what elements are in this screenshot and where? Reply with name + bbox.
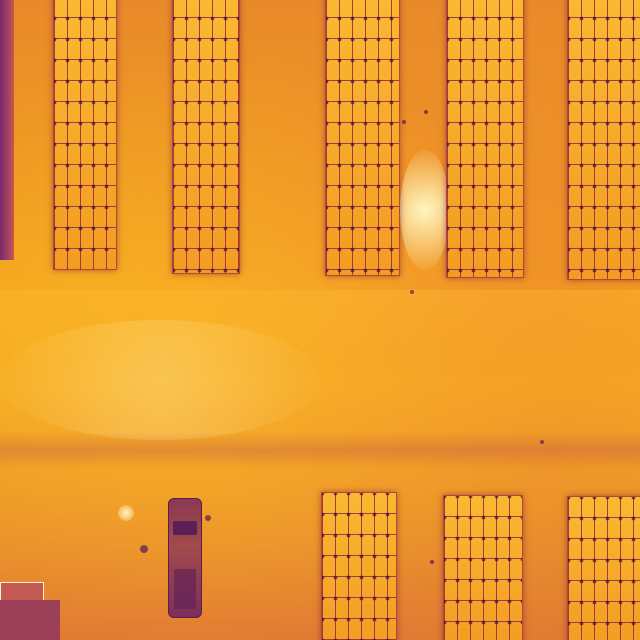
road-cool-band — [0, 430, 640, 470]
equipment-box — [0, 600, 60, 640]
debris — [402, 120, 406, 124]
solar-panel-row — [325, 0, 400, 276]
solar-panel-row — [567, 496, 640, 640]
road — [0, 290, 640, 430]
debris — [430, 560, 434, 564]
debris — [424, 110, 428, 114]
debris — [205, 515, 211, 521]
debris — [410, 290, 414, 294]
hot-spot — [400, 150, 450, 270]
vehicle-bed — [174, 569, 196, 609]
hot-spot — [0, 320, 320, 440]
debris — [540, 440, 544, 444]
vehicle-windshield — [173, 521, 197, 535]
vehicle — [168, 498, 202, 618]
hot-spot — [118, 505, 134, 521]
solar-panel-row — [446, 0, 524, 278]
solar-panel-row — [443, 495, 523, 640]
solar-panel-row — [567, 0, 640, 280]
solar-panel-row — [321, 492, 397, 640]
debris — [140, 545, 148, 553]
solar-panel-row — [172, 0, 240, 274]
solar-panel-row — [53, 0, 117, 270]
left-shadow — [0, 0, 14, 260]
